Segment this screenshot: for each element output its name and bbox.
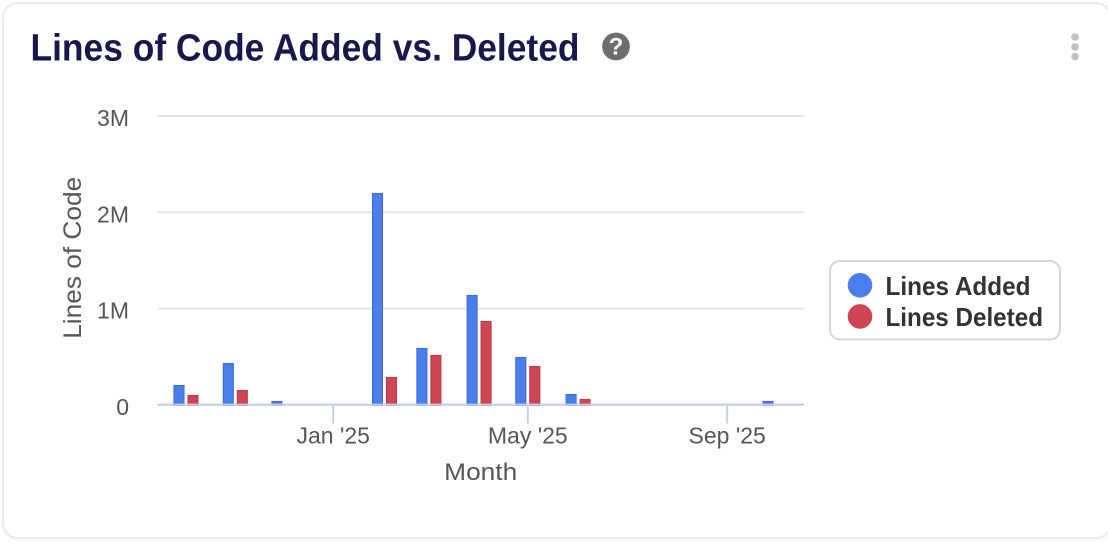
svg-text:2M: 2M [97,201,129,227]
svg-text:Lines Added: Lines Added [886,271,1031,301]
svg-text:Lines of Code Added vs. Delete: Lines of Code Added vs. Deleted [31,28,580,70]
svg-text:Month: Month [444,459,517,486]
svg-text:3M: 3M [97,105,129,131]
svg-text:Sep '25: Sep '25 [689,422,766,448]
svg-text:Lines Deleted: Lines Deleted [886,302,1044,332]
svg-text:0: 0 [116,394,129,420]
svg-text:Lines of Code: Lines of Code [59,177,87,339]
svg-text:Jan '25: Jan '25 [296,422,369,448]
svg-text:?: ? [609,34,624,61]
svg-text:May '25: May '25 [488,422,568,448]
svg-text:1M: 1M [97,298,129,324]
